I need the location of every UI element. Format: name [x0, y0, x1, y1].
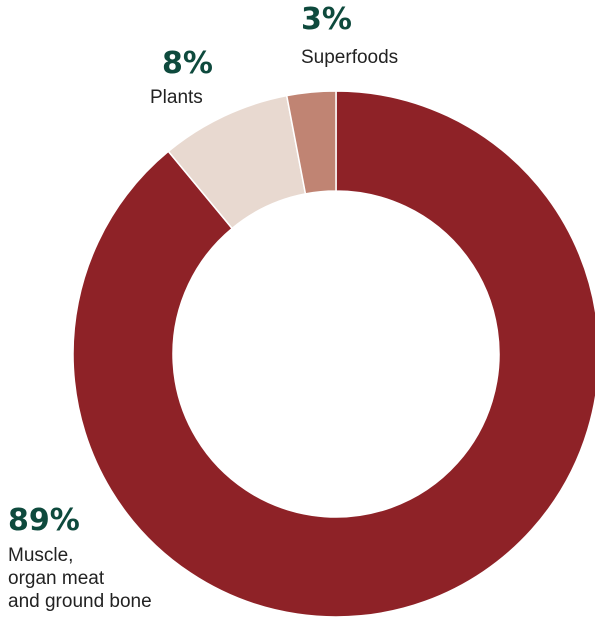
label-line: Muscle,	[8, 545, 74, 566]
slice-label-percent-plants: 8%	[162, 46, 213, 81]
slice-superfoods	[285, 90, 337, 195]
slice-label-name-plants: Plants	[150, 86, 203, 109]
slice-label-name-meat: Muscle, organ meat and ground bone	[8, 544, 152, 613]
label-line: and ground bone	[8, 591, 152, 612]
slice-label-percent-superfoods: 3%	[301, 2, 352, 37]
slice-label-name-superfoods: Superfoods	[301, 46, 398, 69]
label-line: Superfoods	[301, 47, 399, 68]
slice-meat	[72, 90, 595, 618]
label-line: Plants	[150, 87, 203, 108]
slice-label-percent-meat: 89%	[8, 503, 80, 538]
label-line: organ meat	[8, 568, 105, 589]
